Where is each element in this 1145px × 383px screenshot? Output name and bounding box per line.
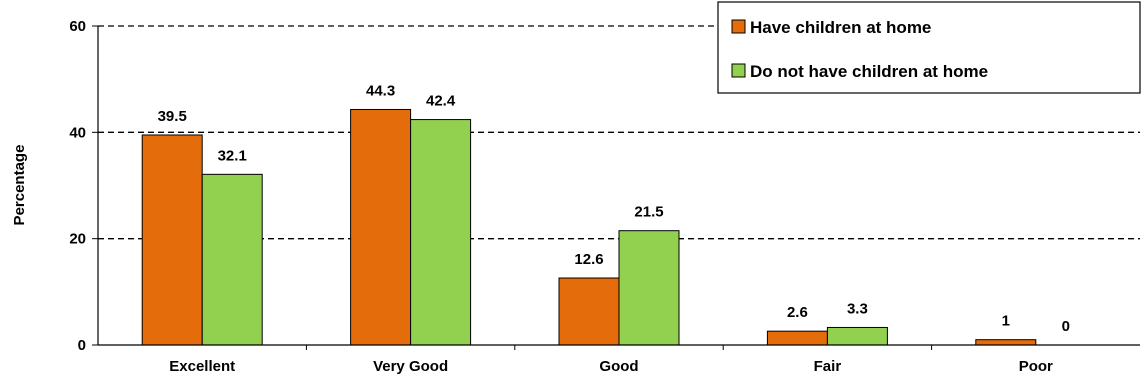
bars bbox=[141, 108, 1037, 346]
data-label: 1 bbox=[1002, 313, 1010, 330]
y-tick-label: 20 bbox=[69, 231, 86, 248]
bar-have-children bbox=[558, 277, 620, 346]
y-tick-label: 60 bbox=[69, 18, 86, 35]
data-label: 12.6 bbox=[574, 251, 603, 268]
bar-no-children bbox=[618, 230, 680, 346]
axes: 0 20 40 60 Excellent Very Good Good Fair Poor bbox=[69, 18, 1140, 375]
data-label: 0 bbox=[1062, 318, 1070, 335]
data-label: 3.3 bbox=[847, 300, 868, 317]
legend-label: Have children at home bbox=[750, 18, 931, 37]
bar-no-children bbox=[826, 326, 888, 346]
bar-no-children bbox=[201, 173, 263, 346]
data-label: 21.5 bbox=[634, 204, 663, 221]
x-tick-label: Poor bbox=[1019, 358, 1053, 375]
bar-have-children bbox=[975, 339, 1037, 346]
legend: Have children at home Do not have childre… bbox=[717, 1, 1141, 94]
legend-swatch bbox=[731, 19, 746, 34]
legend-label: Do not have children at home bbox=[750, 62, 988, 81]
y-axis-label: Percentage bbox=[11, 145, 28, 226]
data-labels: 39.5 32.1 44.3 42.4 12.6 21.5 2.6 3.3 1 0 bbox=[158, 82, 1070, 335]
legend-swatch bbox=[731, 63, 746, 78]
y-tick-label: 40 bbox=[69, 124, 86, 141]
data-label: 2.6 bbox=[787, 304, 808, 321]
legend-box bbox=[717, 1, 1141, 94]
data-label: 39.5 bbox=[158, 108, 187, 125]
bar-have-children bbox=[141, 134, 203, 346]
data-label: 32.1 bbox=[218, 147, 247, 164]
x-tick-label: Very Good bbox=[373, 358, 448, 375]
bar-no-children bbox=[410, 119, 472, 346]
bar-have-children bbox=[350, 108, 412, 346]
x-tick-label: Good bbox=[599, 358, 638, 375]
data-label: 42.4 bbox=[426, 93, 456, 110]
y-tick-label: 0 bbox=[78, 337, 86, 354]
data-label: 44.3 bbox=[366, 82, 395, 99]
x-tick-label: Excellent bbox=[169, 358, 235, 375]
bar-have-children bbox=[766, 330, 828, 346]
x-tick-label: Fair bbox=[814, 358, 842, 375]
